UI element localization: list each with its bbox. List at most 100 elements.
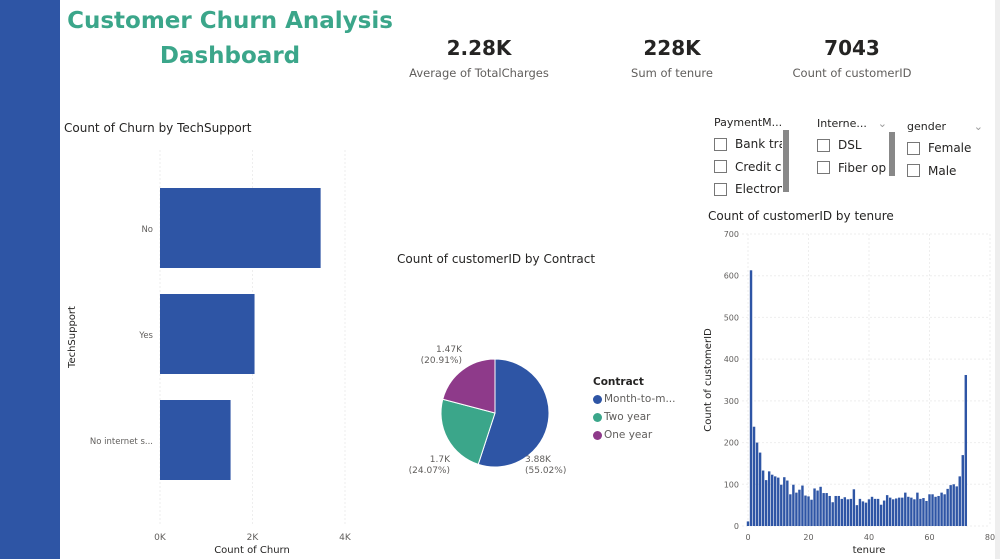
legend-label: Month-to-m... xyxy=(604,393,676,405)
chevron-down-icon[interactable]: ⌄ xyxy=(973,120,983,133)
bar xyxy=(943,494,946,526)
bar xyxy=(801,485,804,526)
pie-slice xyxy=(440,398,496,465)
legend-item[interactable]: Two year xyxy=(593,408,675,426)
slicer-option[interactable]: Fiber op... xyxy=(817,157,887,180)
slicer-payment-method[interactable]: PaymentM... Bank tra... Credit c... Elec… xyxy=(714,116,782,201)
bar xyxy=(807,496,810,526)
bar xyxy=(749,270,753,526)
contract-legend: Contract Month-to-m... Two year One year xyxy=(593,376,675,444)
bar xyxy=(828,495,831,526)
bar xyxy=(843,497,847,526)
y-tick-label: 200 xyxy=(724,439,739,448)
bar xyxy=(952,484,955,526)
y-tick-label: 500 xyxy=(724,313,739,322)
x-tick-label: 40 xyxy=(864,533,874,542)
bar xyxy=(783,477,786,526)
bar xyxy=(858,498,862,526)
kpi-label: Count of customerID xyxy=(792,66,912,80)
bar xyxy=(919,498,922,526)
scrollbar[interactable] xyxy=(783,130,789,192)
x-axis-label: tenure xyxy=(853,545,886,556)
checkbox[interactable] xyxy=(714,137,727,151)
data-label: 3.88K xyxy=(525,455,552,465)
bar xyxy=(898,497,901,526)
chevron-down-icon[interactable]: ⌄ xyxy=(877,117,887,130)
bar xyxy=(849,498,853,526)
bar xyxy=(834,495,837,526)
bar xyxy=(160,294,255,374)
x-axis-label: Count of Churn xyxy=(214,545,290,556)
y-tick-label: 600 xyxy=(724,272,739,281)
bar xyxy=(160,188,321,268)
checkbox[interactable] xyxy=(817,161,830,175)
bar xyxy=(774,476,777,526)
bar xyxy=(810,499,813,526)
option-label: Bank tra... xyxy=(735,137,782,152)
y-tick-label: No xyxy=(141,225,153,235)
x-tick-label: 4K xyxy=(339,533,352,543)
bar xyxy=(885,495,889,526)
data-label: (24.07%) xyxy=(409,466,450,476)
bar xyxy=(792,484,795,526)
bar xyxy=(922,498,925,526)
bar xyxy=(831,502,834,526)
bar xyxy=(761,470,765,526)
bar xyxy=(870,496,874,526)
checkbox[interactable] xyxy=(714,160,727,174)
bar xyxy=(758,452,762,526)
bar xyxy=(764,480,768,526)
checkbox[interactable] xyxy=(817,138,830,152)
slicer-header: Interne... xyxy=(817,117,867,130)
slicer-option[interactable]: Female xyxy=(907,137,983,160)
contract-chart-title: Count of customerID by Contract xyxy=(397,252,596,266)
option-label: Fiber op... xyxy=(838,160,887,175)
bar xyxy=(798,489,801,526)
bar xyxy=(910,497,913,526)
bar xyxy=(928,494,931,526)
bar xyxy=(789,494,792,526)
legend-item[interactable]: One year xyxy=(593,426,675,444)
slicer-option[interactable]: Electron... xyxy=(714,178,782,201)
sidebar xyxy=(0,0,60,559)
slicer-option[interactable]: Male xyxy=(907,160,983,183)
checkbox[interactable] xyxy=(714,182,727,196)
dashboard-title: Customer Churn Analysis Dashboard xyxy=(67,8,393,69)
bar xyxy=(958,476,961,526)
bar xyxy=(895,498,898,526)
bar xyxy=(160,400,231,480)
slicer-option[interactable]: Credit c... xyxy=(714,156,782,179)
x-tick-label: 2K xyxy=(247,533,260,543)
bar xyxy=(882,500,886,526)
bar xyxy=(925,500,928,526)
kpi-avg-total-charges: 2.28K Average of TotalCharges xyxy=(389,36,569,80)
scrollbar[interactable] xyxy=(889,132,895,176)
option-label: Electron... xyxy=(735,182,782,197)
slicer-option[interactable]: Bank tra... xyxy=(714,133,782,156)
bar xyxy=(819,486,822,526)
data-label: 1.7K xyxy=(430,455,451,465)
checkbox[interactable] xyxy=(907,141,920,155)
y-tick-label: No internet s... xyxy=(90,437,153,447)
slicer-internet-service[interactable]: Interne... ⌄ DSL Fiber op... xyxy=(817,117,887,179)
legend-dot xyxy=(593,412,602,422)
scrollbar[interactable] xyxy=(995,0,1000,559)
data-label: (55.02%) xyxy=(525,466,566,476)
legend-item[interactable]: Month-to-m... xyxy=(593,390,675,408)
option-label: Female xyxy=(928,141,972,156)
slicer-gender[interactable]: gender ⌄ Female Male xyxy=(907,120,983,182)
bar xyxy=(888,497,892,526)
slicer-header: gender xyxy=(907,120,946,133)
kpi-label: Average of TotalCharges xyxy=(409,66,549,80)
bar xyxy=(879,504,883,526)
option-label: DSL xyxy=(838,138,862,153)
bar xyxy=(752,426,756,526)
bar xyxy=(746,521,750,526)
checkbox[interactable] xyxy=(907,164,920,178)
slicer-option[interactable]: DSL xyxy=(817,134,887,157)
x-tick-label: 60 xyxy=(924,533,934,542)
y-axis-label: TechSupport xyxy=(67,306,78,369)
y-tick-label: 0 xyxy=(734,522,739,531)
slicer-header: PaymentM... xyxy=(714,116,783,129)
